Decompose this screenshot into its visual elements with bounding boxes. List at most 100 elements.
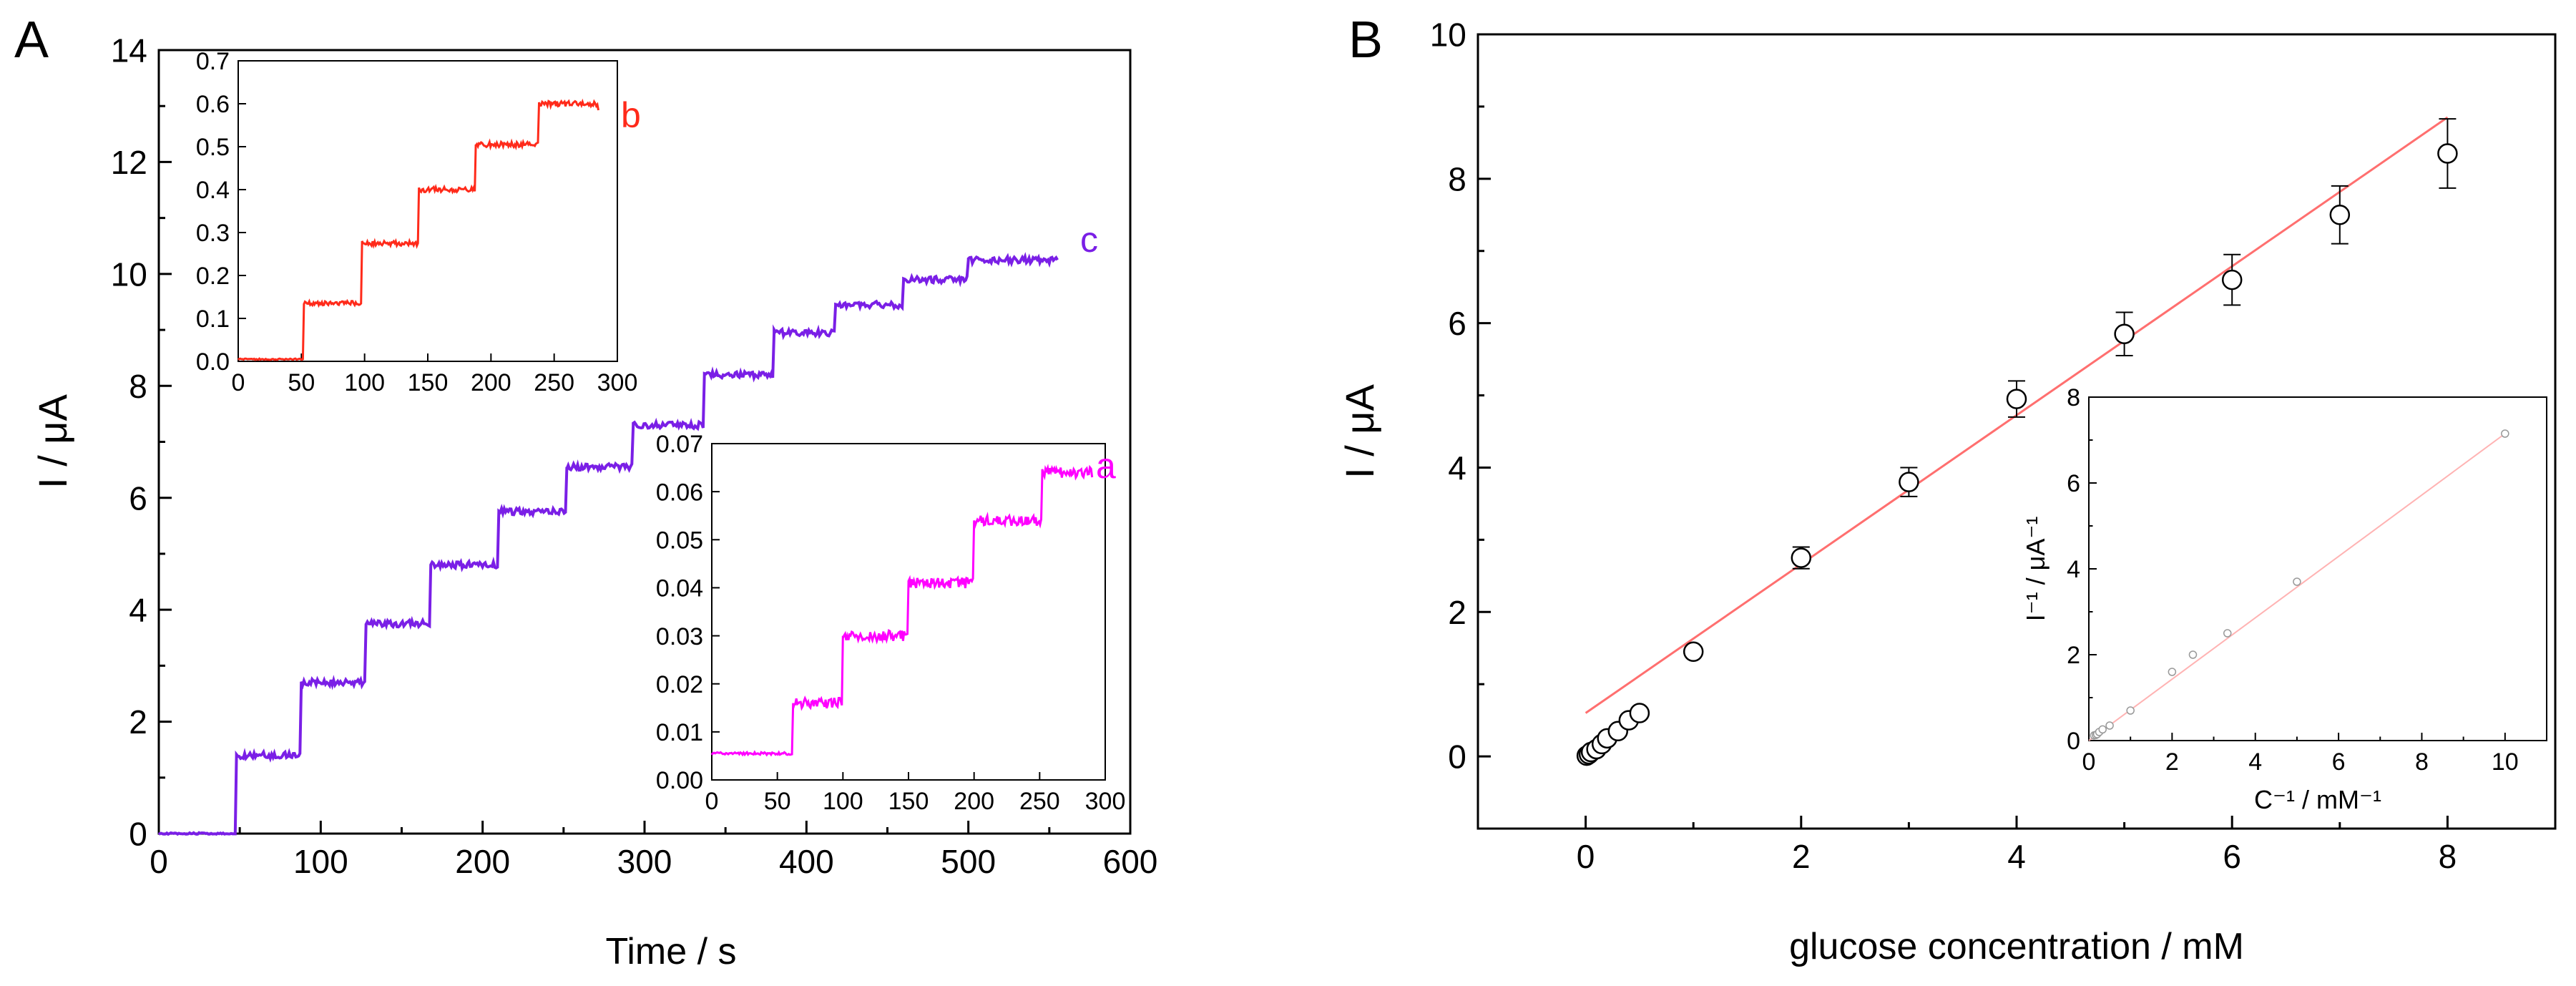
data-point — [1629, 703, 1650, 723]
y-tick-label: 0.01 — [656, 719, 703, 746]
y-tick-label: 6 — [1448, 305, 1466, 342]
y-tick-label: 0.7 — [196, 48, 230, 75]
y-tick-label: 4 — [1448, 449, 1466, 487]
panel-a-letter: A — [14, 11, 49, 69]
y-tick-label: 0.5 — [196, 134, 230, 161]
inset-data-point — [2501, 429, 2509, 438]
panel-b-letter: B — [1348, 11, 1383, 69]
x-tick-label: 2 — [1792, 838, 1811, 875]
inset-fit-line — [2088, 433, 2506, 741]
y-tick-label: 0 — [1448, 738, 1466, 776]
x-tick-label: 6 — [2223, 838, 2241, 875]
x-tick-label: 250 — [1019, 788, 1060, 815]
x-tick-label: 2 — [2165, 748, 2179, 776]
y-tick-label: 0.05 — [656, 527, 703, 555]
y-tick-label: 0.2 — [196, 263, 230, 290]
data-point — [1683, 641, 1704, 663]
x-tick-label: 4 — [2248, 748, 2262, 776]
inset-y-axis-title: I⁻¹ / μA⁻¹ — [2021, 517, 2050, 622]
y-tick-label: 0.1 — [196, 306, 230, 333]
x-tick-label: 250 — [534, 369, 574, 396]
y-tick-label: 4 — [2067, 556, 2080, 583]
y-tick-label: 2 — [2067, 642, 2080, 669]
inset-data-point — [2105, 721, 2114, 730]
y-tick-label: 0.0 — [196, 348, 230, 376]
x-tick-label: 500 — [941, 843, 996, 880]
y-tick-label: 0.6 — [196, 91, 230, 118]
y-tick-label: 0.00 — [656, 767, 703, 794]
x-tick-label: 100 — [823, 788, 863, 815]
data-point — [2221, 269, 2243, 291]
data-point — [2329, 205, 2351, 225]
x-tick-label: 150 — [888, 788, 929, 815]
inset-data-point — [2223, 629, 2232, 638]
y-tick-label: 4 — [129, 592, 147, 629]
y-tick-label: 0.04 — [656, 575, 703, 602]
y-tick-label: 12 — [111, 144, 147, 181]
data-point — [1899, 472, 1919, 492]
y-tick-label: 0.06 — [656, 479, 703, 506]
series-b-line — [237, 98, 599, 361]
x-tick-label: 300 — [1085, 788, 1126, 815]
data-point — [2006, 389, 2027, 409]
y-tick-label: 0.03 — [656, 623, 703, 650]
x-tick-label: 0 — [1577, 838, 1595, 875]
inset-data-point — [2293, 577, 2301, 586]
y-tick-label: 8 — [2067, 384, 2080, 411]
x-tick-label: 50 — [288, 369, 315, 396]
A_inset_b-frame — [237, 60, 618, 362]
x-tick-label: 100 — [293, 843, 348, 880]
y-tick-label: 0 — [2067, 728, 2080, 755]
x-tick-label: 0 — [232, 369, 245, 396]
x-tick-label: 400 — [779, 843, 834, 880]
x-tick-label: 300 — [597, 369, 638, 396]
panel-a-inset-a-chart: 0 50 100 150 200 250 300 0.00 0.01 0.02 0.03 0.04 0.… — [656, 431, 1125, 815]
x-tick-label: 8 — [2439, 838, 2457, 875]
y-tick-label: 0.07 — [656, 431, 703, 458]
inset-data-point — [2188, 650, 2198, 659]
x-tick-label: 0 — [705, 788, 719, 815]
A_main-frame — [157, 49, 1132, 835]
panel-a-inset-b-chart: 0 50 100 150 200 250 300 0.0 0.1 0.2 0.3 0.4 0.5 0.6 0… — [196, 48, 641, 396]
x-tick-label: 8 — [2415, 748, 2429, 776]
series-c-label: c — [1080, 220, 1098, 260]
x-tick-label: 50 — [764, 788, 791, 815]
y-axis-title: I / μA — [30, 394, 75, 489]
x-tick-label: 0 — [150, 843, 168, 880]
x-tick-label: 100 — [344, 369, 385, 396]
x-tick-label: 200 — [954, 788, 994, 815]
x-tick-label: 4 — [2007, 838, 2026, 875]
panel-b-main-chart: 0 2 4 6 8 0 2 4 6 8 10 glucose concentration / mM I … — [1337, 16, 2557, 967]
x-tick-label: 600 — [1103, 843, 1158, 880]
x-tick-label: 300 — [617, 843, 672, 880]
inset-x-axis-title: C⁻¹ / mM⁻¹ — [2254, 785, 2381, 814]
y-tick-label: 0.3 — [196, 220, 230, 247]
x-tick-label: 0 — [2082, 748, 2096, 776]
series-a-line — [710, 464, 1094, 757]
data-point — [1791, 547, 1812, 568]
x-tick-label: 150 — [408, 369, 449, 396]
series-a-label: a — [1096, 446, 1116, 486]
y-tick-label: 8 — [129, 368, 147, 405]
y-tick-label: 0.4 — [196, 177, 230, 204]
y-tick-label: 14 — [111, 32, 147, 69]
y-tick-label: 0.02 — [656, 671, 703, 698]
series-b-label: b — [621, 95, 641, 135]
y-tick-label: 10 — [111, 255, 147, 293]
y-tick-label: 6 — [2067, 470, 2080, 497]
inset-data-point — [2126, 706, 2135, 715]
data-point — [2114, 323, 2135, 345]
x-axis-title: Time / s — [606, 931, 737, 972]
data-point — [2437, 143, 2458, 164]
x-tick-label: 10 — [2492, 748, 2519, 776]
y-tick-label: 8 — [1448, 160, 1466, 197]
panel-b-inset-chart: 0 2 4 6 8 10 0 2 4 6 8 C⁻¹ / mM⁻¹ I⁻¹ / μA⁻¹ — [2021, 384, 2547, 814]
inset-data-point — [2098, 725, 2107, 734]
series-c-line — [157, 252, 1059, 836]
y-tick-label: 6 — [129, 479, 147, 517]
y-tick-label: 2 — [129, 703, 147, 741]
inset-data-point — [2168, 668, 2177, 676]
y-tick-label: 0 — [129, 816, 147, 853]
x-axis-title: glucose concentration / mM — [1789, 926, 2244, 967]
